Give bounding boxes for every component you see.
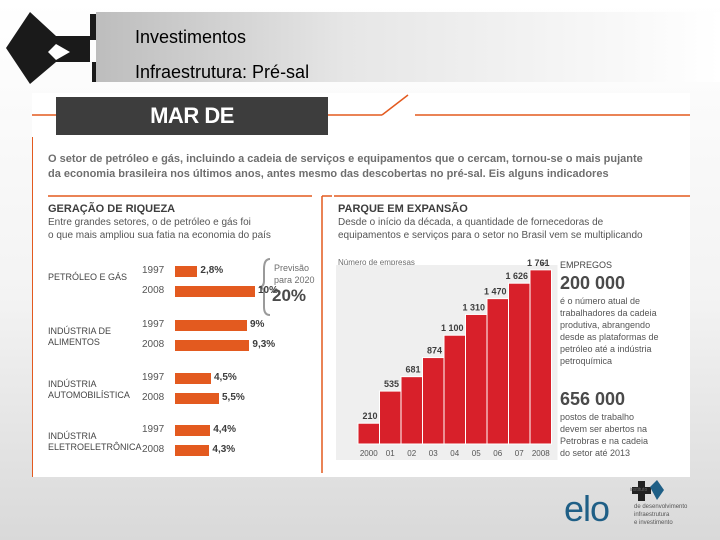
column-bar <box>443 334 466 445</box>
page-subtitle: Infraestrutura: Pré-sal <box>135 62 310 82</box>
intro-line-2: da economia brasileira nos últimos anos,… <box>48 168 609 180</box>
tick-label: 07 <box>515 449 524 458</box>
column-bar <box>400 376 423 445</box>
employment-desc-1-line-3: produtiva, abrangendo <box>560 320 651 330</box>
forecast-value: 20% <box>272 286 307 305</box>
value-label: 4,3% <box>212 444 236 455</box>
year-label: 2008 <box>142 339 165 350</box>
value-label: 2,8% <box>200 265 224 276</box>
employment-desc-1-line-1: é o número atual de <box>560 296 641 306</box>
value-label: 681 <box>405 365 420 375</box>
right-subtitle-2: equipamentos e serviços para o setor no … <box>338 230 643 241</box>
column-bar <box>379 390 402 445</box>
employment-desc-1-line-6: petroquímica <box>560 356 613 366</box>
column-bar <box>486 298 509 445</box>
value-label: 1 470 <box>484 287 507 297</box>
employment-value-1: 200 000 <box>560 273 626 293</box>
elo-logo: elo instituto de desenvolvimento infraes… <box>560 478 720 538</box>
page-title: Investimentos <box>135 27 247 47</box>
tick-label: 2000 <box>360 449 378 458</box>
tick-label: 04 <box>450 449 459 458</box>
employment-desc-2-line-1: postos de trabalho <box>560 412 635 422</box>
year-label: 1997 <box>142 372 165 383</box>
value-label: 1 761 <box>527 258 550 268</box>
employment-desc-2-line-4: do setor até 2013 <box>560 448 631 458</box>
left-subtitle-1: Entre grandes setores, o de petróleo e g… <box>48 217 251 228</box>
year-label: 1997 <box>142 265 165 276</box>
bar <box>175 320 247 331</box>
suppliers-chart: 210 2000 535 01 681 02 874 03 1 100 04 1 310 05 1 47… <box>336 258 558 460</box>
institute-line-3: e investimento <box>634 520 673 526</box>
bar <box>175 425 211 436</box>
left-subtitle-2: o que mais ampliou sua fatia na economia… <box>48 230 271 241</box>
employment-desc-1-line-2: trabalhadores da cadeia <box>560 308 657 318</box>
year-label: 2008 <box>142 444 165 455</box>
value-label: 210 <box>362 411 377 421</box>
value-label: 1 100 <box>441 323 464 333</box>
tick-label: 2008 <box>532 449 550 458</box>
elo-logo-text: elo <box>564 488 610 529</box>
employment-title: EMPREGOS <box>560 260 613 270</box>
value-label: 4,5% <box>214 372 237 383</box>
value-label: 535 <box>384 379 399 389</box>
year-label: 1997 <box>142 424 165 435</box>
value-label: 1 626 <box>505 271 528 281</box>
employment-desc-2-line-2: devem ser abertos na <box>560 424 648 434</box>
title-bar <box>96 12 720 82</box>
value-label: 874 <box>427 346 442 356</box>
employment-desc-1-line-4: desde as plataformas de <box>560 332 659 342</box>
bar <box>175 340 250 351</box>
employment-desc-1-line-5: petróleo até a indústria <box>560 344 652 354</box>
category-label: INDÚSTRIA ELETROELETRÔNICA <box>48 431 142 452</box>
year-label: 2008 <box>142 392 165 403</box>
tick-label: 05 <box>472 449 481 458</box>
column-bar <box>357 422 380 445</box>
bar <box>175 286 255 297</box>
category-label: INDÚSTRIA DE ALIMENTOS <box>48 326 112 347</box>
left-section-title: GERAÇÃO DE RIQUEZA <box>48 203 176 215</box>
right-subtitle-1: Desde o início da década, a quantidade d… <box>338 217 604 228</box>
slide-arrow-logo-icon <box>6 12 96 84</box>
value-label: 4,4% <box>213 424 236 435</box>
column-bar <box>422 357 445 445</box>
right-section-title: PARQUE EM EXPANSÃO <box>338 203 468 215</box>
elo-cross-icon <box>632 480 664 501</box>
tick-label: 02 <box>407 449 416 458</box>
institute-small: instituto <box>630 487 648 493</box>
forecast-label-2: para 2020 <box>274 275 315 285</box>
infographic: MAR DE OPORTUNIDADES O setor de petróleo… <box>32 93 690 477</box>
value-label: 9,3% <box>252 339 276 350</box>
year-label: 2008 <box>142 285 165 296</box>
tick-label: 03 <box>429 449 438 458</box>
forecast-label-1: Previsão <box>274 263 310 273</box>
value-label: 9% <box>250 319 265 330</box>
intro-line-1: O setor de petróleo e gás, incluindo a c… <box>48 153 643 165</box>
right-chart-caption: Número de empresas <box>338 258 415 267</box>
employment-desc-2-line-3: Petrobras e na cadeia <box>560 436 649 446</box>
institute-line-1: de desenvolvimento <box>634 504 688 510</box>
value-label: 1 310 <box>462 302 485 312</box>
tick-label: 06 <box>493 449 502 458</box>
bar <box>175 445 210 456</box>
value-label: 10% <box>258 285 279 296</box>
tick-label: 01 <box>386 449 395 458</box>
bar <box>175 373 211 384</box>
bar <box>175 393 219 404</box>
bar <box>175 266 198 277</box>
column-bar <box>529 269 552 445</box>
category-label: INDÚSTRIA AUTOMOBILÍSTICA <box>48 379 130 400</box>
banner: MAR DE OPORTUNIDADES <box>56 97 328 166</box>
employment-value-2: 656 000 <box>560 389 626 409</box>
institute-line-2: infraestrutura <box>634 512 670 518</box>
column-bar <box>465 313 488 445</box>
year-label: 1997 <box>142 319 165 330</box>
column-bar <box>508 282 531 445</box>
value-label: 5,5% <box>222 392 245 403</box>
category-label: PETRÓLEO E GÁS <box>48 272 128 282</box>
